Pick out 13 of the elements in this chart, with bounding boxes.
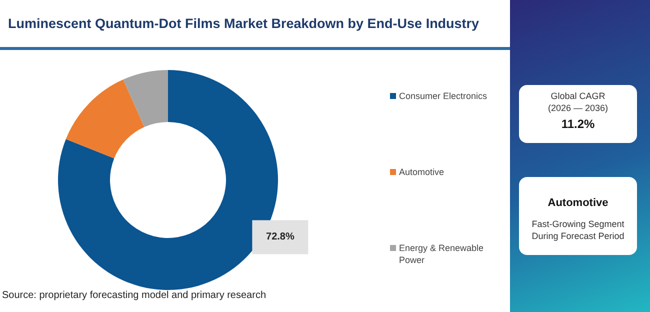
donut-slice: [66, 80, 144, 158]
text: Automotive: [546, 197, 610, 209]
chart-title: Luminescent Quantum-Dot Films Market Breakdown by End-Use Industry: [8, 16, 480, 31]
data-label: 72.8%: [266, 232, 294, 243]
text: Fast-Growing Segment During Forecast Period: [530, 218, 626, 242]
legend-label: Consumer Electronics: [399, 90, 488, 102]
legend-label: Automotive: [399, 166, 444, 178]
text: 11.2%: [560, 117, 596, 131]
donut-slice: [123, 70, 168, 128]
legend-label: Energy & Renewable Power: [399, 242, 485, 266]
text: (2026 — 2036): [546, 102, 610, 114]
source-note: Source: proprietary forecasting model and primary research: [2, 290, 266, 301]
text: Global CAGR: [550, 90, 606, 102]
